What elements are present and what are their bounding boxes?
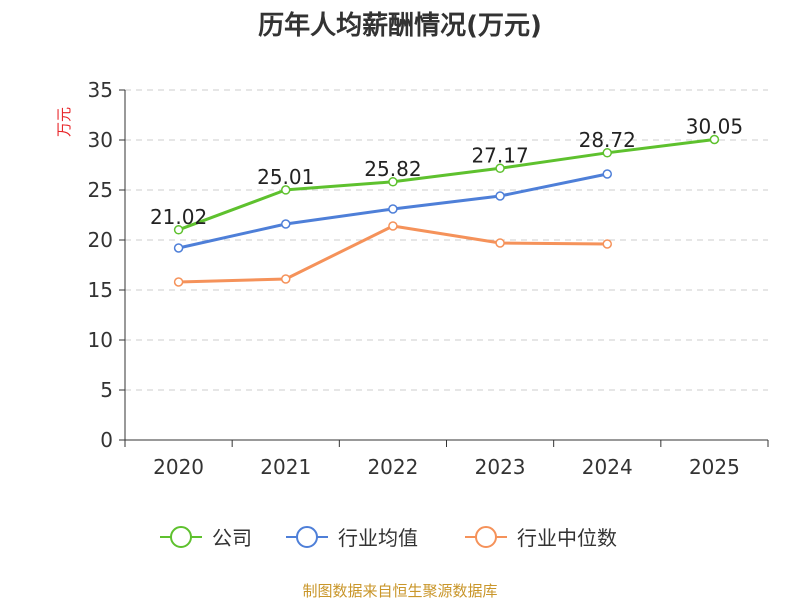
point-0-2023 (495, 163, 505, 174)
data-labels: 21.02 25.01 25.82 27.17 28.72 30.05 (150, 115, 743, 229)
point-0-2022 (388, 177, 398, 187)
x-tick-label-2024: 2024 (582, 455, 633, 479)
point-2-2023 (495, 238, 505, 248)
legend-marker-0 (170, 526, 192, 548)
data-label-2022: 25.82 (364, 157, 421, 181)
y-axis-label: 万元 (55, 107, 73, 137)
point-0-2020 (173, 225, 184, 235)
legend-label-2: 行业中位数 (517, 526, 617, 550)
source-note: 制图数据来自恒生聚源数据库 (302, 582, 497, 600)
legend-marker-1 (296, 526, 318, 548)
y-tick-label-5: 5 (100, 378, 113, 402)
y-tick-label-30: 30 (88, 128, 113, 152)
legend: 公司 行业均值 行业中位数 (160, 526, 617, 550)
point-2-2022 (388, 221, 398, 231)
point-2-2024 (602, 239, 612, 249)
point-1-2024 (602, 169, 612, 179)
point-2-2021 (281, 274, 291, 284)
y-tick-label-10: 10 (88, 328, 113, 352)
series-line-0 (178, 138, 715, 232)
y-tick-label-0: 0 (100, 428, 113, 452)
series-lines (173, 134, 720, 287)
x-tick-label-2023: 2023 (475, 455, 526, 479)
legend-label-0: 公司 (212, 526, 252, 550)
legend-label-1: 行业均值 (338, 526, 418, 550)
point-0-2024 (602, 148, 612, 158)
data-label-2025: 30.05 (686, 115, 743, 139)
x-tick-label-2025: 2025 (689, 455, 740, 479)
point-2-2020 (173, 277, 184, 287)
x-tick-label-2020: 2020 (153, 455, 204, 479)
data-label-2023: 27.17 (471, 143, 528, 167)
chart-title: 历年人均薪酬情况(万元) (258, 10, 542, 41)
legend-marker-2 (475, 526, 497, 548)
data-label-2021: 25.01 (257, 165, 314, 189)
point-0-2021 (281, 185, 291, 195)
data-label-2020: 21.02 (150, 205, 207, 229)
point-1-2023 (495, 191, 505, 201)
point-1-2022 (388, 204, 398, 214)
y-tick-label-20: 20 (88, 228, 113, 252)
x-tick-label-2021: 2021 (260, 455, 311, 479)
point-1-2021 (281, 219, 291, 229)
point-0-2025 (709, 134, 720, 145)
point-1-2020 (173, 243, 184, 253)
gridlines (125, 89, 768, 391)
y-tick-label-25: 25 (88, 178, 113, 202)
x-tick-label-2022: 2022 (367, 455, 418, 479)
y-tick-label-15: 15 (88, 278, 113, 302)
data-label-2024: 28.72 (579, 128, 636, 152)
y-tick-label-35: 35 (88, 78, 113, 102)
